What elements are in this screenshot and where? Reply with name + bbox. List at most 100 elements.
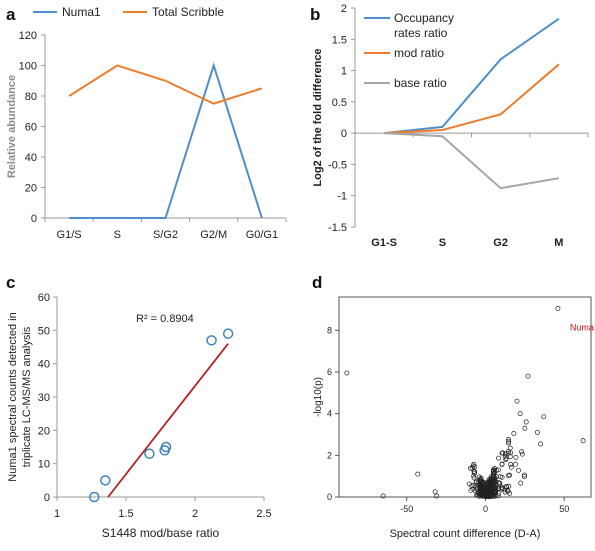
d-data-point bbox=[580, 438, 586, 444]
a-x-tick-label: S/G2 bbox=[153, 229, 178, 241]
d-data-point bbox=[519, 451, 525, 457]
d-data-point bbox=[476, 474, 482, 480]
d-data-point bbox=[477, 477, 483, 483]
a-y-tick-label: 20 bbox=[25, 183, 37, 195]
d-y-tick-label: 2 bbox=[327, 450, 332, 460]
d-data-point bbox=[473, 480, 479, 486]
d-data-point bbox=[481, 493, 487, 499]
d-data-point bbox=[489, 477, 495, 483]
d-highlight-label: Numa1 bbox=[570, 322, 595, 332]
d-data-point bbox=[499, 450, 505, 456]
d-data-point bbox=[523, 419, 529, 425]
a-y-tick-label: 0 bbox=[31, 213, 37, 225]
d-data-point bbox=[415, 471, 421, 477]
d-data-point bbox=[517, 411, 523, 417]
a-y-tick-label: 100 bbox=[19, 61, 37, 73]
d-data-point bbox=[503, 457, 509, 463]
b-y-tick-label: 2 bbox=[341, 3, 347, 15]
d-data-point bbox=[506, 437, 511, 442]
d-data-point bbox=[477, 488, 483, 494]
a-y-tick-label: 60 bbox=[25, 122, 37, 134]
b-y-tick-label: -0.5 bbox=[328, 159, 347, 171]
d-data-point bbox=[519, 449, 525, 455]
b-y-tick-label: 0.5 bbox=[332, 97, 347, 109]
c-y-tick-label: 0 bbox=[44, 492, 50, 504]
d-x-tick-label: 0 bbox=[483, 504, 488, 514]
b-legend-label: base ratio bbox=[394, 76, 447, 90]
d-data-point bbox=[507, 454, 513, 460]
d-data-point bbox=[541, 414, 547, 420]
d-data-point bbox=[525, 373, 531, 379]
c-data-point bbox=[206, 335, 217, 346]
a-y-tick-label: 40 bbox=[25, 152, 37, 164]
b-legend-label: Occupancy bbox=[394, 11, 454, 25]
c-data-point bbox=[222, 328, 234, 339]
a-series-line-0 bbox=[69, 62, 263, 219]
b-x-tick-label: M bbox=[554, 237, 563, 249]
d-data-point bbox=[479, 493, 485, 499]
d-data-point bbox=[507, 472, 513, 478]
b-series-line-2 bbox=[384, 132, 560, 190]
a-x-tick-label: G0/G1 bbox=[246, 229, 278, 241]
d-data-point bbox=[497, 474, 503, 480]
d-data-point bbox=[432, 489, 438, 495]
a-x-tick-label: G1/S bbox=[57, 229, 82, 241]
d-data-point bbox=[467, 465, 473, 471]
d-data-point bbox=[482, 482, 488, 488]
c-y-tick-label: 30 bbox=[38, 392, 50, 404]
c-y-tick-label: 40 bbox=[38, 359, 50, 371]
a-y-axis-title: Relative abundance bbox=[6, 75, 18, 178]
d-data-point bbox=[513, 454, 519, 460]
b-y-tick-label: 1 bbox=[341, 66, 347, 78]
d-x-tick-label: 50 bbox=[559, 504, 569, 514]
d-data-point bbox=[506, 440, 511, 446]
a-legend-label: Numa1 bbox=[62, 5, 101, 19]
d-data-point bbox=[471, 461, 477, 467]
c-x-tick-label: 2.5 bbox=[256, 508, 271, 520]
d-data-point bbox=[502, 487, 508, 493]
b-x-tick-label: G1-S bbox=[371, 237, 397, 249]
d-data-point bbox=[477, 484, 483, 490]
d-y-tick-label: 6 bbox=[327, 367, 332, 377]
d-data-point bbox=[506, 483, 512, 489]
d-data-point bbox=[499, 462, 505, 467]
d-data-point bbox=[434, 493, 440, 499]
c-x-axis-title: S1448 mod/base ratio bbox=[102, 526, 220, 540]
b-y-tick-label: -1.5 bbox=[328, 222, 347, 234]
d-data-point bbox=[472, 470, 478, 476]
d-data-point bbox=[484, 490, 490, 496]
d-data-point bbox=[469, 483, 475, 489]
d-data-point bbox=[380, 493, 386, 499]
b-series-line-0 bbox=[384, 17, 560, 135]
d-data-point bbox=[507, 445, 513, 451]
d-data-point bbox=[489, 477, 495, 483]
d-data-point bbox=[471, 475, 477, 481]
d-data-point bbox=[497, 480, 503, 486]
d-data-point bbox=[495, 493, 501, 499]
c-trendline bbox=[107, 343, 229, 498]
d-data-point bbox=[505, 488, 511, 494]
a-legend-label: Total Scribble bbox=[152, 5, 224, 19]
c-y-axis-title-line: triplicate LC-MS/MS analysis bbox=[21, 326, 33, 467]
d-data-point bbox=[508, 464, 514, 470]
b-legend-label: mod ratio bbox=[394, 46, 444, 60]
d-data-point bbox=[508, 461, 514, 467]
d-x-axis-title: Spectral count difference (D-A) bbox=[390, 528, 541, 540]
d-data-point bbox=[496, 455, 502, 461]
c-y-axis-title-line: Numa1 spectral counts detected in bbox=[7, 312, 19, 481]
d-data-point bbox=[496, 490, 502, 496]
c-y-tick-label: 50 bbox=[38, 325, 50, 337]
d-data-point bbox=[344, 370, 350, 376]
b-series-line-1 bbox=[384, 63, 560, 135]
d-data-point bbox=[518, 480, 524, 486]
c-data-point bbox=[160, 441, 172, 453]
d-y-tick-label: 8 bbox=[327, 325, 332, 335]
c-y-tick-label: 20 bbox=[38, 425, 50, 437]
panel-d-volcano-plot: 0 2 4 6 8 -50 0 50 Spectral count difference (D-… bbox=[313, 296, 595, 540]
panel-letter-b: b bbox=[310, 5, 320, 24]
d-data-point bbox=[511, 431, 517, 436]
a-series-line-1 bbox=[68, 64, 263, 105]
panel-c-scatter-chart: 0 10 20 30 40 50 60 1 1.5 2 2.5 S1448 mod/base rati… bbox=[7, 292, 272, 540]
c-x-tick-label: 1 bbox=[54, 508, 60, 520]
